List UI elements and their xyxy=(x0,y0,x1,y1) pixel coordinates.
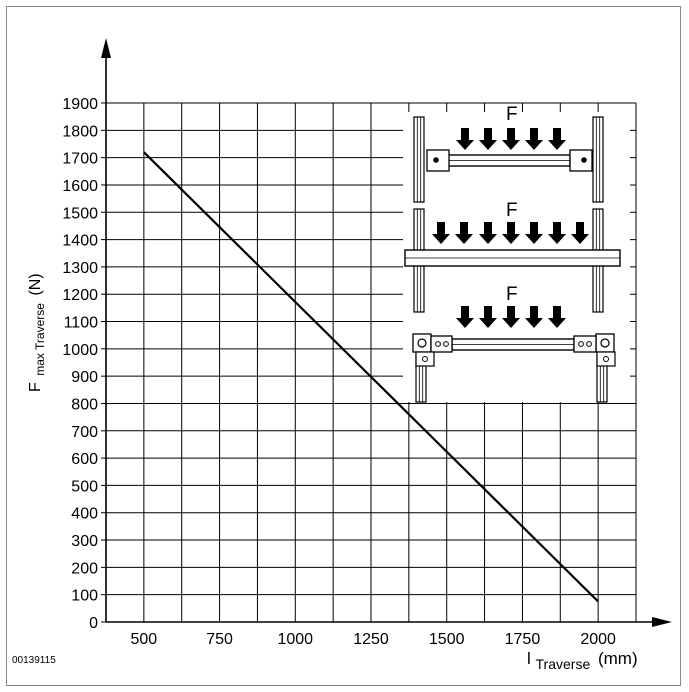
y-tick-label-100: 100 xyxy=(71,588,98,605)
y-tick-label-200: 200 xyxy=(71,560,98,577)
case3-left-lower-block xyxy=(415,351,435,367)
y-tick-label-1100: 1100 xyxy=(64,315,99,332)
case1-load-arrow-0 xyxy=(456,128,474,150)
case1-load-arrow-3 xyxy=(525,128,543,150)
x-tick-label-750: 750 xyxy=(206,631,233,648)
series-line-0 xyxy=(143,151,599,603)
case3-right-bolt-a xyxy=(578,341,584,347)
y-tick-label-1800: 1800 xyxy=(62,123,98,140)
case3-load-arrow-1 xyxy=(479,306,497,328)
y-tick-label-1000: 1000 xyxy=(62,342,98,359)
case2-load-arrow-3 xyxy=(502,222,520,244)
case3-load-arrow-4 xyxy=(548,306,566,328)
case3-right-corner-hole xyxy=(600,338,610,348)
x-tick-label-1750: 1750 xyxy=(505,631,541,648)
case3-right-bolt-b xyxy=(586,341,592,347)
y-tick-labels: 0 100 200 300 400 500 600 700 800 900 1000 1100 1200… xyxy=(62,96,98,632)
y-tick-label-1700: 1700 xyxy=(62,151,98,168)
y-axis-label: F max Traverse (N) xyxy=(27,273,48,392)
y-tick-label-1600: 1600 xyxy=(62,178,98,195)
case1-load-arrow-2 xyxy=(502,128,520,150)
figure-id: 00139115 xyxy=(12,655,56,666)
case3-left-corner xyxy=(412,333,432,353)
case3-left-corner-hole xyxy=(417,338,427,348)
case1-right-post xyxy=(592,116,604,203)
case1-right-bracket xyxy=(569,149,593,172)
case3-left-lower-bolt xyxy=(422,356,428,362)
case1-left-post xyxy=(413,116,425,203)
y-tick-label-900: 900 xyxy=(71,369,98,386)
y-tick-label-1300: 1300 xyxy=(62,260,98,277)
force-label-3: F xyxy=(506,284,518,305)
y-tick-label-400: 400 xyxy=(71,506,98,523)
case2-load-arrow-1 xyxy=(455,222,473,244)
case2-load-arrow-0 xyxy=(432,222,450,244)
x-tick-label-1250: 1250 xyxy=(353,631,389,648)
force-label-2: F xyxy=(506,200,518,221)
force-label-1: F xyxy=(506,104,518,125)
x-tick-label-2000: 2000 xyxy=(580,631,616,648)
y-tick-label-300: 300 xyxy=(71,533,98,550)
x-axis-arrow xyxy=(652,617,672,627)
case3-right-corner xyxy=(595,333,615,353)
case3-load-arrow-3 xyxy=(525,306,543,328)
case1-load-arrow-4 xyxy=(548,128,566,150)
load-case-illustration: F F F xyxy=(403,104,630,403)
case3-left-bolt-b xyxy=(443,341,449,347)
y-tick-label-500: 500 xyxy=(71,478,98,495)
x-tick-label-1000: 1000 xyxy=(277,631,313,648)
x-tick-label-1500: 1500 xyxy=(429,631,465,648)
case2-load-arrow-6 xyxy=(571,222,589,244)
x-axis-label: l Traverse (mm) xyxy=(527,649,638,673)
case2-load-arrow-5 xyxy=(548,222,566,244)
case3-left-bolt-a xyxy=(435,341,441,347)
x-tick-label-500: 500 xyxy=(131,631,158,648)
case2-load-arrow-2 xyxy=(479,222,497,244)
figure-frame xyxy=(6,6,681,686)
y-tick-label-800: 800 xyxy=(71,396,98,413)
chart-axes xyxy=(101,38,672,627)
case1-left-bolt xyxy=(433,157,439,163)
y-tick-label-0: 0 xyxy=(89,615,98,632)
y-tick-label-1200: 1200 xyxy=(62,287,98,304)
chart-series xyxy=(143,151,599,603)
y-tick-label-700: 700 xyxy=(71,424,98,441)
case3-load-arrow-0 xyxy=(456,306,474,328)
case3-right-bracket xyxy=(573,335,597,353)
case3-right-lower-block xyxy=(596,351,616,367)
y-tick-label-1900: 1900 xyxy=(62,96,98,113)
y-axis-arrow xyxy=(101,38,111,58)
case1-right-bolt xyxy=(581,157,587,163)
y-tick-label-1400: 1400 xyxy=(62,233,98,250)
case1-load-arrow-1 xyxy=(479,128,497,150)
y-tick-label-1500: 1500 xyxy=(62,205,98,222)
case2-load-arrow-4 xyxy=(525,222,543,244)
case3-left-bracket xyxy=(430,335,453,353)
case3-load-arrow-2 xyxy=(502,306,520,328)
case3-right-lower-bolt xyxy=(603,356,609,362)
y-tick-label-600: 600 xyxy=(71,451,98,468)
x-tick-labels: 500 750 1000 1250 1500 1750 2000 xyxy=(131,631,617,648)
